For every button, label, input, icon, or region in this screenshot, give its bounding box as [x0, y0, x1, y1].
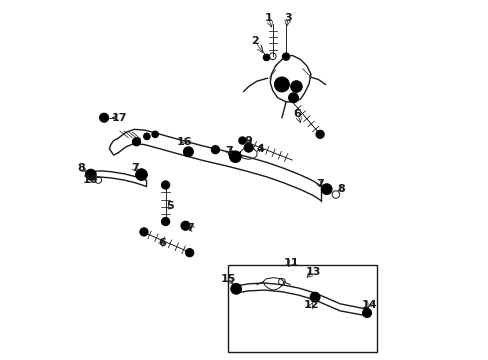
Circle shape [135, 169, 147, 180]
Text: 9: 9 [244, 135, 252, 145]
Circle shape [183, 223, 187, 228]
Circle shape [85, 169, 96, 180]
Circle shape [230, 153, 233, 156]
Circle shape [181, 221, 190, 230]
Circle shape [213, 148, 217, 152]
Circle shape [284, 55, 287, 59]
Circle shape [142, 230, 146, 234]
Circle shape [244, 143, 253, 152]
Text: 6: 6 [158, 238, 166, 248]
Circle shape [364, 310, 369, 315]
Text: 15: 15 [221, 274, 236, 284]
Text: 6: 6 [293, 109, 301, 120]
Text: 8: 8 [78, 163, 85, 174]
Text: 3: 3 [284, 13, 291, 23]
Circle shape [153, 132, 157, 136]
Circle shape [230, 283, 241, 294]
Text: 17: 17 [111, 113, 126, 123]
Circle shape [362, 309, 371, 318]
Circle shape [143, 133, 150, 140]
Text: 7: 7 [131, 163, 139, 174]
Circle shape [263, 54, 269, 61]
Circle shape [274, 77, 289, 92]
Circle shape [163, 183, 167, 187]
Circle shape [161, 217, 169, 226]
Circle shape [132, 138, 141, 146]
Circle shape [264, 55, 268, 59]
Text: 5: 5 [165, 201, 173, 211]
Circle shape [232, 153, 238, 160]
Circle shape [102, 115, 106, 120]
Circle shape [145, 135, 148, 138]
Circle shape [311, 294, 317, 300]
Circle shape [277, 80, 285, 89]
Circle shape [185, 248, 193, 257]
Circle shape [290, 95, 296, 100]
Circle shape [100, 113, 108, 122]
Circle shape [238, 137, 245, 144]
Circle shape [245, 145, 251, 150]
Text: 4: 4 [256, 144, 264, 154]
Circle shape [187, 251, 191, 255]
Circle shape [163, 220, 167, 224]
Circle shape [183, 147, 193, 157]
Circle shape [315, 130, 324, 139]
Circle shape [138, 171, 145, 178]
Text: 13: 13 [305, 267, 320, 277]
Circle shape [228, 151, 235, 158]
Text: 7: 7 [316, 179, 324, 189]
Circle shape [240, 139, 244, 143]
Circle shape [152, 131, 158, 138]
Text: 11: 11 [283, 258, 298, 268]
Circle shape [309, 292, 320, 302]
Circle shape [290, 81, 302, 93]
Text: 2: 2 [250, 36, 258, 46]
Text: 1: 1 [264, 13, 272, 23]
Circle shape [317, 132, 322, 137]
Circle shape [293, 84, 299, 90]
Text: 16: 16 [176, 137, 192, 147]
Text: 14: 14 [361, 301, 376, 310]
Circle shape [321, 184, 331, 194]
Circle shape [134, 140, 138, 144]
Text: 7: 7 [224, 146, 232, 156]
Circle shape [282, 53, 289, 60]
Text: 10: 10 [83, 175, 98, 185]
Circle shape [140, 228, 148, 236]
Circle shape [211, 145, 219, 154]
Circle shape [232, 285, 239, 292]
Text: 8: 8 [336, 184, 344, 194]
Circle shape [185, 149, 191, 155]
Circle shape [229, 151, 241, 163]
Text: 7: 7 [186, 223, 194, 233]
Circle shape [288, 93, 298, 103]
Circle shape [323, 186, 329, 193]
Text: 12: 12 [304, 300, 319, 310]
Circle shape [161, 181, 169, 189]
Bar [227, 265, 377, 352]
Circle shape [87, 171, 94, 178]
